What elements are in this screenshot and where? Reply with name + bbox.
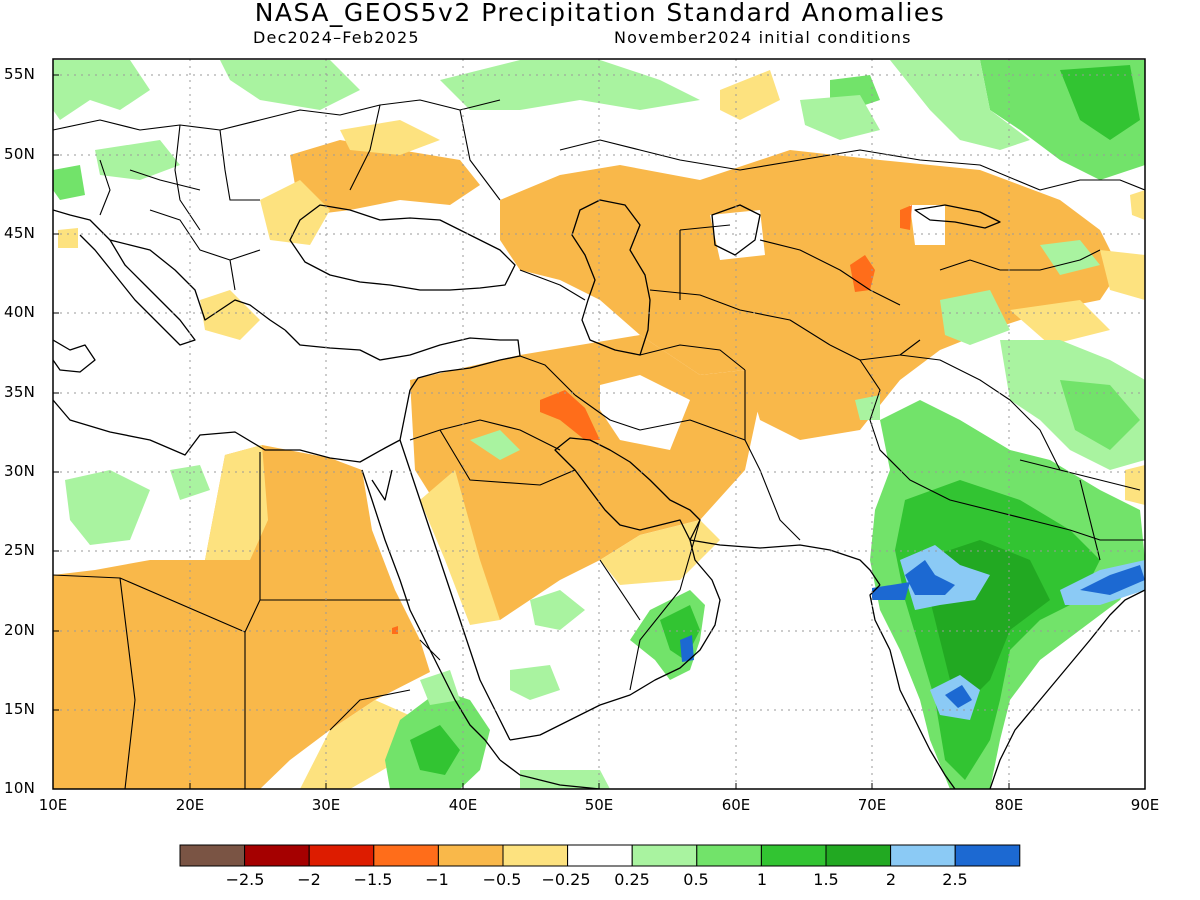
colorbar-label: 1 xyxy=(756,870,768,889)
coast-aral xyxy=(711,204,761,256)
map-title: NASA_GEOS5v2 Precipitation Standard Anom… xyxy=(254,0,946,27)
lon-label-60e: 60E xyxy=(721,796,751,814)
lat-label-45n: 45N xyxy=(4,224,36,242)
coast-balkhash xyxy=(914,204,1001,229)
colorbar-label: −2.5 xyxy=(225,870,265,889)
colorbar-label: 2 xyxy=(885,870,897,889)
axis-ticks xyxy=(53,74,1010,789)
colorbar-label: 1.5 xyxy=(813,870,839,889)
colorbar-swatch xyxy=(373,844,439,867)
lat-label-15n: 15N xyxy=(4,700,36,718)
lon-label-50e: 50E xyxy=(584,796,614,814)
colorbar xyxy=(179,844,1021,867)
lat-label-25n: 25N xyxy=(4,541,36,559)
lat-label-30n: 30N xyxy=(4,462,36,480)
lat-label-20n: 20N xyxy=(4,621,36,639)
colorbar-label: −1.5 xyxy=(353,870,393,889)
wet-anomaly-fields xyxy=(53,60,1145,789)
anomaly-region-east-europe xyxy=(290,140,480,215)
forecast-period: Dec2024–Feb2025 xyxy=(253,28,420,47)
lat-label-55n: 55N xyxy=(4,65,36,83)
coastlines xyxy=(53,199,1145,789)
colorbar-swatch xyxy=(179,844,246,867)
colorbar-label: 0.5 xyxy=(683,870,709,889)
coast-iran-south xyxy=(689,539,881,586)
coast-horn xyxy=(499,759,601,789)
lon-label-90e: 90E xyxy=(1130,796,1160,814)
colorbar-swatch xyxy=(890,844,956,867)
lon-label-70e: 70E xyxy=(857,796,887,814)
coast-turkey xyxy=(284,329,521,391)
colorbar-swatch xyxy=(437,844,504,867)
colorbar-swatch xyxy=(954,844,1021,867)
colorbar-swatch xyxy=(244,844,310,867)
lon-label-20e: 20E xyxy=(175,796,205,814)
anomaly-region-sahara xyxy=(53,445,430,789)
lon-label-10e: 10E xyxy=(38,796,68,814)
colorbar-label: 2.5 xyxy=(942,870,968,889)
lat-label-50n: 50N xyxy=(4,145,36,163)
coast-red-sea-west xyxy=(361,469,501,761)
lat-label-35n: 35N xyxy=(4,383,36,401)
lat-label-10n: 10N xyxy=(4,779,36,797)
strong-dry-kyrgyz xyxy=(850,255,875,292)
colorbar-swatch xyxy=(696,844,762,867)
coast-balkans xyxy=(53,209,286,331)
colorbar-label: −0.5 xyxy=(482,870,522,889)
coast-india-east xyxy=(989,589,1145,789)
colorbar-swatch xyxy=(502,844,569,867)
dry-anomaly-fields xyxy=(53,70,1145,789)
coast-north-africa xyxy=(53,389,411,463)
colorbar-swatch xyxy=(308,844,375,867)
colorbar-swatch xyxy=(825,844,892,867)
lat-label-40n: 40N xyxy=(4,303,36,321)
coast-persian-gulf xyxy=(554,437,701,541)
colorbar-label: −2 xyxy=(297,870,321,889)
strong-dry-iraq xyxy=(540,390,600,440)
anomaly-region-central-asia xyxy=(500,150,1120,440)
colorbar-swatch xyxy=(567,844,633,867)
lon-label-30e: 30E xyxy=(311,796,341,814)
coast-arabia-south xyxy=(509,539,721,741)
anomaly-region-sahara-edge xyxy=(205,445,268,560)
lon-label-80e: 80E xyxy=(994,796,1024,814)
coast-black-sea xyxy=(289,204,516,291)
country-borders xyxy=(53,99,1145,789)
coast-red-sea-east xyxy=(399,439,511,741)
colorbar-label: −0.25 xyxy=(541,870,591,889)
initial-conditions: November2024 initial conditions xyxy=(614,28,912,47)
colorbar-swatch xyxy=(760,844,827,867)
coast-india-west xyxy=(869,584,956,789)
graticule xyxy=(53,59,1145,789)
colorbar-label: −1 xyxy=(425,870,449,889)
coast-italy xyxy=(79,234,196,346)
colorbar-swatch xyxy=(631,844,698,867)
colorbar-label: 0.25 xyxy=(614,870,650,889)
lon-label-40e: 40E xyxy=(448,796,478,814)
